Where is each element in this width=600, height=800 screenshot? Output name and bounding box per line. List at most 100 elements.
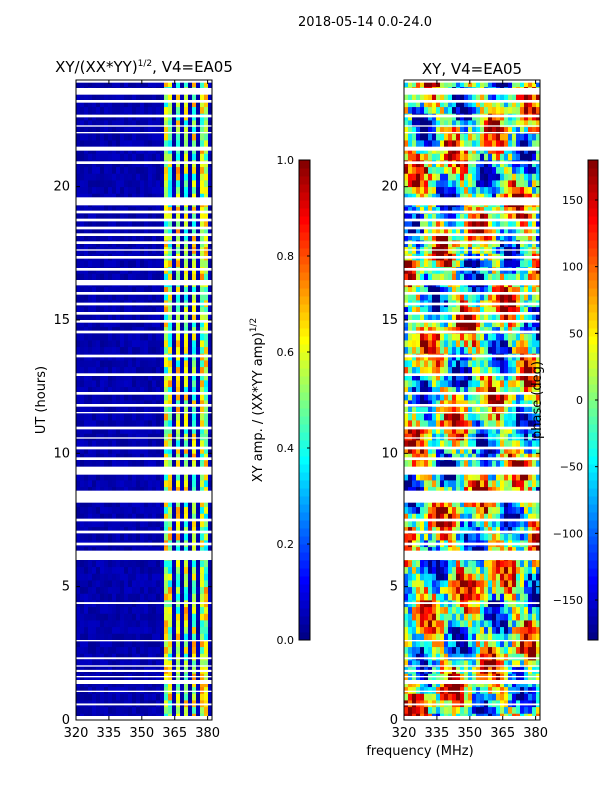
heatmap-cell	[88, 560, 93, 568]
heatmap-cell	[144, 566, 149, 574]
heatmap-cell	[136, 626, 141, 634]
heatmap-cell	[136, 693, 141, 701]
heatmap-cell	[404, 613, 409, 621]
heatmap-cell	[408, 533, 413, 541]
heatmap-cell	[92, 446, 97, 454]
heatmap-cell	[484, 613, 489, 621]
heatmap-cell	[92, 706, 97, 714]
heatmap-cell	[184, 646, 189, 654]
heatmap-cell	[208, 433, 213, 441]
heatmap-cell	[476, 646, 481, 654]
heatmap-cell	[536, 473, 541, 481]
heatmap-cell	[528, 633, 533, 641]
heatmap-cell	[520, 660, 525, 668]
heatmap-cell	[124, 453, 129, 461]
heatmap-cell	[88, 453, 93, 461]
heatmap-cell	[524, 480, 529, 488]
heatmap-cell	[136, 473, 141, 481]
heatmap-cell	[500, 480, 505, 488]
heatmap-cell	[104, 326, 109, 334]
heatmap-cell	[104, 193, 109, 201]
heatmap-cell	[500, 500, 505, 508]
colorbar-segment	[299, 496, 310, 505]
heatmap-cell	[92, 693, 97, 701]
heatmap-cell	[208, 320, 213, 328]
heatmap-cell	[200, 333, 205, 341]
heatmap-cell	[432, 686, 437, 694]
heatmap-cell	[204, 153, 209, 161]
heatmap-cell	[428, 566, 433, 574]
heatmap-cell	[128, 706, 133, 714]
heatmap-cell	[84, 440, 89, 448]
colorbar-segment	[299, 216, 310, 225]
heatmap-cell	[412, 420, 417, 428]
heatmap-cell	[208, 653, 213, 661]
heatmap-cell	[132, 286, 137, 294]
heatmap-cell	[136, 526, 141, 534]
heatmap-cell	[124, 573, 129, 581]
heatmap-cell	[432, 520, 437, 528]
heatmap-cell	[516, 620, 521, 628]
heatmap-cell	[440, 626, 445, 634]
heatmap-cell	[76, 593, 81, 601]
heatmap-cell	[180, 233, 185, 241]
heatmap-cell	[188, 640, 193, 648]
heatmap-cell	[92, 340, 97, 348]
heatmap-cell	[148, 366, 153, 374]
heatmap-cell	[116, 646, 121, 654]
heatmap-cell	[192, 286, 197, 294]
heatmap-cell	[516, 453, 521, 461]
heatmap-cell	[92, 186, 97, 194]
heatmap-cell	[100, 426, 105, 434]
heatmap-cell	[120, 340, 125, 348]
heatmap-cell	[520, 693, 525, 701]
heatmap-cell	[128, 500, 133, 508]
heatmap-cell	[208, 286, 213, 294]
heatmap-cell	[460, 546, 465, 554]
heatmap-cell	[196, 166, 201, 174]
heatmap-cell	[140, 693, 145, 701]
heatmap-cell	[504, 486, 509, 494]
heatmap-cell	[436, 440, 441, 448]
heatmap-cell	[104, 206, 109, 214]
heatmap-cell	[120, 213, 125, 221]
heatmap-cell	[456, 613, 461, 621]
heatmap-cell	[188, 386, 193, 394]
heatmap-cell	[192, 93, 197, 101]
heatmap-cell	[124, 426, 129, 434]
colorbar-segment	[299, 488, 310, 497]
heatmap-cell	[108, 693, 113, 701]
heatmap-cell	[184, 400, 189, 408]
heatmap-cell	[116, 506, 121, 514]
heatmap-cell	[136, 380, 141, 388]
heatmap-cell	[184, 340, 189, 348]
heatmap-cell	[140, 486, 145, 494]
heatmap-cell	[192, 366, 197, 374]
heatmap-cell	[456, 653, 461, 661]
heatmap-cell	[180, 340, 185, 348]
heatmap-cell	[440, 573, 445, 581]
heatmap-cell	[532, 653, 537, 661]
heatmap-cell	[84, 366, 89, 374]
heatmap-cell	[104, 626, 109, 634]
heatmap-cell	[476, 480, 481, 488]
heatmap-cell	[108, 226, 113, 234]
heatmap-cell	[168, 453, 173, 461]
heatmap-cell	[196, 613, 201, 621]
heatmap-cell	[92, 426, 97, 434]
heatmap-cell	[156, 626, 161, 634]
heatmap-cell	[120, 193, 125, 201]
heatmap-cell	[92, 386, 97, 394]
heatmap-cell	[444, 500, 449, 508]
heatmap-cell	[428, 413, 433, 421]
heatmap-cell	[476, 413, 481, 421]
heatmap-cell	[188, 586, 193, 594]
heatmap-cell	[492, 706, 497, 714]
heatmap-cell	[496, 653, 501, 661]
heatmap-cell	[432, 633, 437, 641]
heatmap-cell	[164, 560, 169, 568]
heatmap-cell	[180, 386, 185, 394]
heatmap-cell	[152, 480, 157, 488]
heatmap-cell	[472, 460, 477, 468]
heatmap-cell	[448, 440, 453, 448]
